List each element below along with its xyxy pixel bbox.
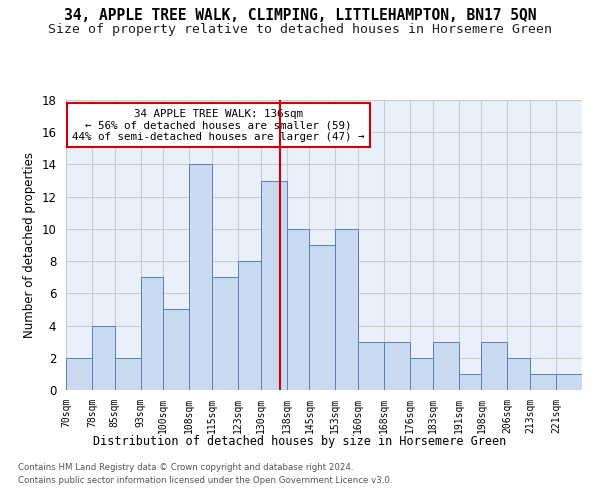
Text: 34, APPLE TREE WALK, CLIMPING, LITTLEHAMPTON, BN17 5QN: 34, APPLE TREE WALK, CLIMPING, LITTLEHAM… <box>64 8 536 22</box>
Bar <box>556 374 582 390</box>
Bar <box>163 310 190 390</box>
Text: 34 APPLE TREE WALK: 136sqm
← 56% of detached houses are smaller (59)
44% of semi: 34 APPLE TREE WALK: 136sqm ← 56% of deta… <box>72 108 364 142</box>
Bar <box>481 342 508 390</box>
Bar <box>140 277 163 390</box>
Bar <box>530 374 556 390</box>
Bar <box>410 358 433 390</box>
Y-axis label: Number of detached properties: Number of detached properties <box>23 152 36 338</box>
Bar <box>92 326 115 390</box>
Text: Contains public sector information licensed under the Open Government Licence v3: Contains public sector information licen… <box>18 476 392 485</box>
Bar <box>310 245 335 390</box>
Bar <box>66 358 92 390</box>
Text: Distribution of detached houses by size in Horsemere Green: Distribution of detached houses by size … <box>94 435 506 448</box>
Bar <box>238 261 261 390</box>
Text: Contains HM Land Registry data © Crown copyright and database right 2024.: Contains HM Land Registry data © Crown c… <box>18 464 353 472</box>
Bar <box>287 229 310 390</box>
Text: Size of property relative to detached houses in Horsemere Green: Size of property relative to detached ho… <box>48 22 552 36</box>
Bar <box>115 358 140 390</box>
Bar <box>458 374 481 390</box>
Bar <box>433 342 458 390</box>
Bar <box>335 229 358 390</box>
Bar <box>190 164 212 390</box>
Bar <box>261 180 287 390</box>
Bar <box>212 277 238 390</box>
Bar <box>358 342 384 390</box>
Bar <box>384 342 410 390</box>
Bar <box>508 358 530 390</box>
